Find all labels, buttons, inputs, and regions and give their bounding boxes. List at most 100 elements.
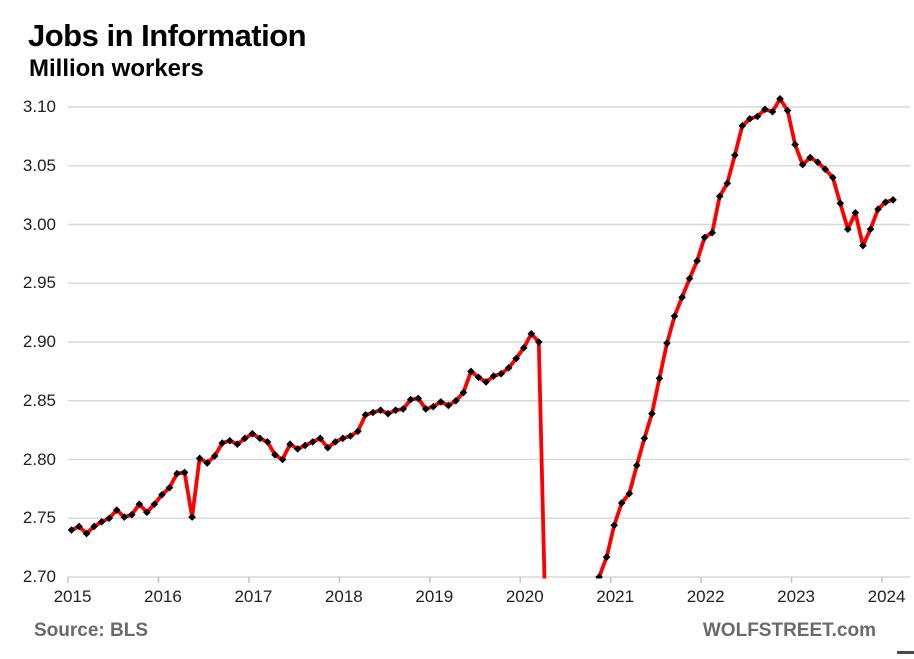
data-point-marker [685,274,694,283]
data-point-marker [731,151,739,159]
data-point-marker [512,354,521,363]
data-point-marker [316,434,325,443]
data-point-marker [346,432,355,440]
data-point-marker [693,257,701,265]
data-point-marker [112,506,121,514]
y-tick-label: 2.90 [22,332,56,351]
data-point-marker [361,411,370,419]
data-point-marker [150,500,159,508]
data-point-marker [263,438,272,446]
data-point-marker [444,401,453,410]
data-point-marker [421,405,430,413]
data-point-marker [640,434,649,443]
chart-subtitle: Million workers [29,55,204,82]
data-point-marker [874,205,882,214]
data-point-marker [414,394,423,403]
y-tick-label: 2.70 [22,567,56,586]
data-point-marker [158,490,166,499]
data-point-marker [218,439,227,447]
x-tick-label: 2024 [867,587,906,606]
data-point-marker [497,369,505,378]
x-tick-label: 2022 [686,587,725,606]
data-point-marker [602,553,611,561]
data-point-marker [248,429,257,438]
data-point-marker [738,122,747,130]
data-point-marker [67,526,76,534]
data-point-marker [828,173,837,182]
data-point-marker [256,434,264,443]
data-point-marker [180,468,189,477]
data-point-marker [625,489,634,498]
data-point-marker [670,312,679,320]
data-point-marker [406,395,415,404]
data-point-marker [768,107,777,116]
data-point-marker [535,338,543,346]
data-point-marker [504,364,513,372]
data-point-marker [761,105,769,114]
data-point-marker [655,374,664,383]
x-axis-ticks [67,577,883,583]
data-series [67,94,897,579]
data-point-marker [241,434,249,443]
data-point-marker [308,438,317,446]
data-point-marker [437,398,445,406]
data-point-marker [301,441,309,450]
data-point-marker [278,455,287,464]
data-point-marker [753,112,762,121]
y-tick-label: 2.95 [22,273,56,293]
y-tick-label: 2.75 [22,508,56,528]
data-point-marker [783,106,792,115]
x-tick-label: 2017 [234,587,273,606]
data-point-marker [836,199,845,208]
data-point-marker [663,339,671,347]
x-tick-label: 2023 [777,587,815,606]
data-point-marker [798,160,807,169]
data-point-marker [354,427,362,436]
jobs-line [69,96,895,579]
data-point-marker [791,140,799,149]
data-point-marker [776,94,784,103]
logo-fragment [897,651,914,654]
data-point-marker [633,461,641,470]
data-point-marker [482,378,490,386]
y-tick-label: 3.05 [22,155,56,175]
gridlines [68,106,910,578]
data-point-marker [708,228,716,237]
data-point-marker [135,500,144,508]
data-point-marker [881,198,890,206]
data-point-marker [821,165,830,174]
data-point-marker [369,408,377,417]
data-point-marker [173,469,181,478]
data-point-marker [323,443,332,452]
data-point-marker [452,396,460,405]
data-point-marker [339,434,347,443]
y-tick-label: 3.00 [22,214,56,234]
x-tick-label: 2019 [415,587,454,606]
data-point-marker [293,445,302,453]
data-point-marker [678,293,686,302]
data-point-marker [97,517,106,526]
data-point-marker [617,499,626,507]
data-point-marker [128,510,136,519]
data-point-marker [889,196,897,204]
x-tick-label: 2016 [144,587,182,606]
y-tick-label: 2.80 [22,449,56,469]
data-point-marker [723,179,732,188]
data-point-marker [195,454,204,463]
y-tick-label: 3.10 [22,97,56,116]
data-point-marker [233,440,242,449]
data-point-marker [120,513,129,521]
data-point-marker [459,388,468,397]
data-point-marker [429,402,438,411]
data-point-marker [700,233,709,242]
data-point-marker [489,372,498,380]
data-point-marker [143,508,151,517]
data-point-marker [610,521,618,530]
data-point-marker [331,438,340,446]
data-point-marker [595,573,603,579]
data-point-marker [271,451,279,459]
x-tick-label: 2021 [596,587,635,606]
data-point-marker [746,114,754,123]
